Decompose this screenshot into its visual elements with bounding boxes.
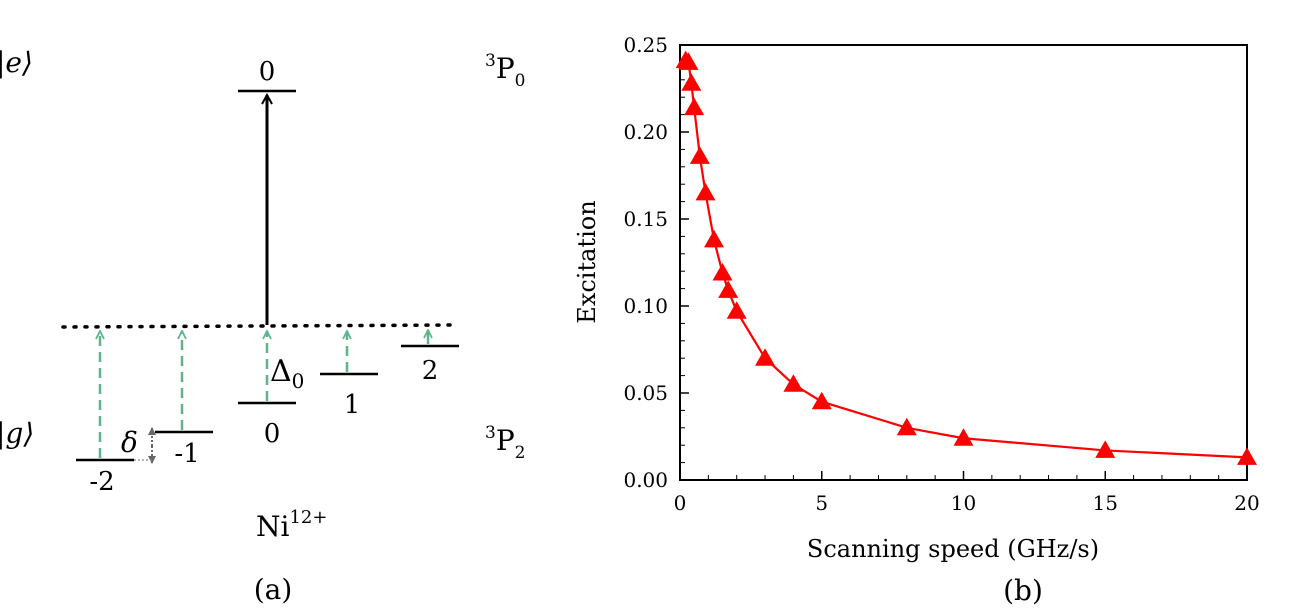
y-tick-label: 0.10 bbox=[623, 294, 668, 318]
x-tick-label: 5 bbox=[815, 491, 828, 515]
data-point-marker bbox=[704, 229, 725, 248]
data-point-marker bbox=[1095, 440, 1116, 458]
x-minor-ticks bbox=[707, 475, 1220, 480]
x-tick-label: 15 bbox=[1093, 491, 1118, 515]
y-tick-labels: 0.00 0.05 0.10 0.15 0.20 0.25 bbox=[623, 33, 668, 492]
data-point-marker bbox=[726, 301, 747, 319]
y-axis-label: Excitation bbox=[573, 200, 601, 323]
data-point-marker bbox=[953, 428, 974, 446]
data-point-marker bbox=[695, 182, 716, 201]
excited-term-symbol: 3P0 bbox=[485, 51, 526, 91]
y-tick-label: 0.25 bbox=[623, 33, 668, 57]
laser-virtual-level bbox=[61, 323, 460, 329]
data-point-marker bbox=[896, 417, 917, 436]
detuning-label: Δ0 bbox=[270, 354, 304, 393]
y-tick-label: 0.15 bbox=[623, 207, 668, 231]
excitation-chart: 0.00 0.05 0.10 0.15 0.20 0.25 0 5 10 15 20 Scanni… bbox=[573, 33, 1260, 607]
y-tick-label: 0.20 bbox=[623, 120, 668, 144]
ground-level-label-m1: 1 bbox=[344, 390, 361, 420]
x-tick-label: 20 bbox=[1234, 491, 1259, 515]
excited-level-label: 0 bbox=[259, 57, 276, 87]
y-tick-label: 0.05 bbox=[623, 381, 668, 405]
data-point-marker bbox=[811, 391, 832, 410]
major-ticks bbox=[679, 44, 1248, 481]
y-minor-ticks bbox=[680, 61, 685, 464]
excited-ket-label: |e⟩ bbox=[0, 46, 33, 79]
data-point-marker bbox=[681, 73, 702, 91]
data-point-marker bbox=[1237, 447, 1257, 465]
plot-frame bbox=[679, 44, 1248, 481]
splitting-label: δ bbox=[121, 426, 138, 459]
data-point-marker bbox=[678, 52, 699, 70]
panel-a-caption: (a) bbox=[254, 573, 293, 606]
ground-ket-label: |g⟩ bbox=[0, 417, 34, 450]
series-line bbox=[685, 59, 1248, 459]
ground-level-label-m-1: -1 bbox=[174, 439, 199, 469]
panel-b-caption: (b) bbox=[1003, 574, 1043, 607]
y-tick-label: 0.00 bbox=[623, 468, 668, 492]
ground-level-label-m2: 2 bbox=[422, 356, 439, 386]
data-point-marker bbox=[755, 348, 776, 366]
ground-level-label-m-2: -2 bbox=[89, 467, 114, 497]
data-point-marker bbox=[684, 97, 705, 116]
series-markers bbox=[675, 50, 1257, 465]
data-point-marker bbox=[689, 146, 710, 164]
data-point-marker bbox=[712, 262, 733, 281]
data-point-marker bbox=[783, 374, 804, 392]
x-tick-label: 0 bbox=[674, 491, 687, 515]
data-point-marker bbox=[718, 280, 739, 298]
ground-term-symbol: 3P2 bbox=[485, 423, 526, 463]
ground-level-label-m0: 0 bbox=[264, 419, 281, 449]
x-tick-label: 10 bbox=[951, 491, 976, 515]
ion-label: Ni12+ bbox=[256, 507, 327, 543]
level-diagram: |e⟩ |g⟩ 3P0 3P2 0 -2 -1 0 1 2 bbox=[0, 46, 526, 606]
x-tick-labels: 0 5 10 15 20 bbox=[674, 491, 1260, 515]
x-axis-label: Scanning speed (GHz/s) bbox=[807, 535, 1099, 563]
